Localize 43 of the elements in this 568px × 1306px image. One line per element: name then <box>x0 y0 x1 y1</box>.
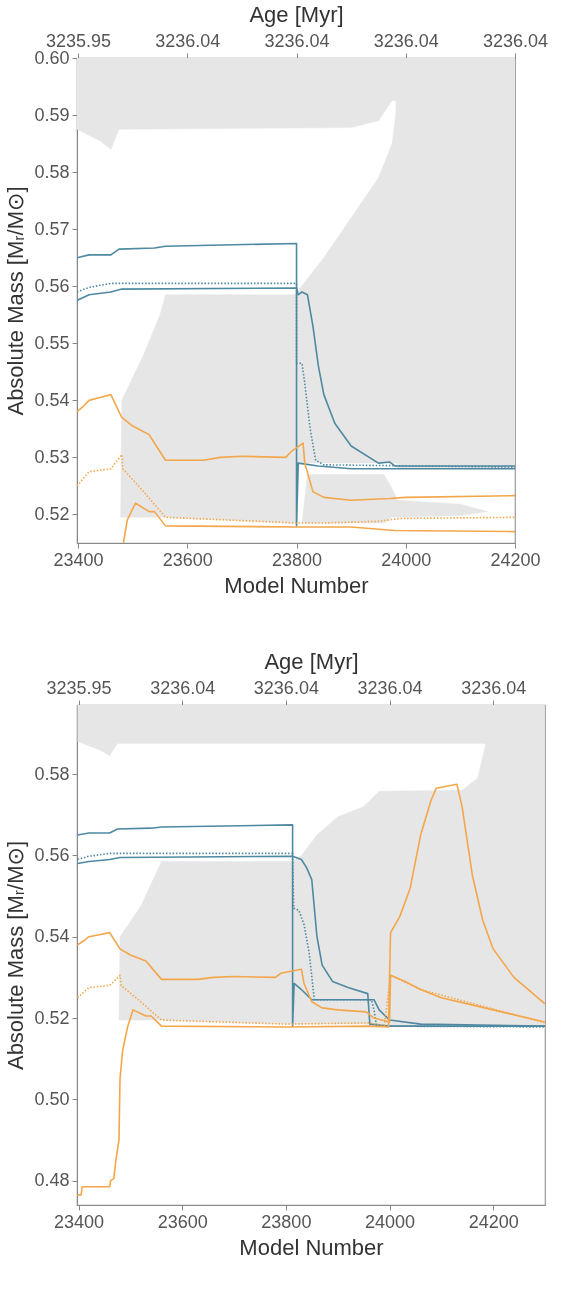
y-tick-label: 0.53 <box>34 446 70 467</box>
text: 3236.04 <box>461 677 527 698</box>
x-axis-title: Model Number <box>224 572 369 598</box>
text: 3236.04 <box>482 30 549 51</box>
text: 3236.04 <box>150 677 216 698</box>
y-tick-label: 0.54 <box>34 926 70 947</box>
text: 3236.04 <box>357 677 423 698</box>
y-tick-label: 0.48 <box>34 1170 70 1191</box>
text: 3236.04 <box>155 30 221 51</box>
y-tick-label: 0.58 <box>34 161 70 182</box>
y-tick-label: 0.55 <box>34 332 70 353</box>
x-tick-label: 23600 <box>162 549 213 570</box>
y-tick-label: 0.56 <box>34 844 70 865</box>
text: 3236.04 <box>373 30 439 51</box>
y-tick-label: 0.58 <box>34 763 70 784</box>
x-tick-label: 23400 <box>54 1211 105 1232</box>
x-tick-label: 23800 <box>261 1211 312 1232</box>
x-tick-label: 24200 <box>490 549 541 570</box>
text: 3235.95 <box>46 677 112 698</box>
x-tick-label: 23400 <box>53 549 104 570</box>
y-axis-title: Absolute Mass [Mᵣ/M⊙] <box>3 186 29 416</box>
x-tick-label: 23800 <box>272 549 323 570</box>
x-tick-label: 24000 <box>364 1211 416 1232</box>
x2-axis-title: Age [Myr] <box>249 1 344 27</box>
x-tick-label: 23600 <box>157 1211 208 1232</box>
y-tick-label: 0.52 <box>34 1007 70 1028</box>
y-tick-label: 0.56 <box>34 275 70 296</box>
x-tick-label: 24000 <box>381 549 432 570</box>
x-axis-title: Model Number <box>239 1234 384 1260</box>
y-tick-label: 0.54 <box>34 389 70 410</box>
y-axis-title: Absolute Mass [Mᵣ/M⊙] <box>3 840 29 1071</box>
y-tick-label: 0.50 <box>34 1088 70 1109</box>
y-tick-label: 0.57 <box>34 218 70 239</box>
text: 3236.04 <box>264 30 330 51</box>
x2-axis-title: Age [Myr] <box>264 648 359 674</box>
y-tick-label: 0.59 <box>34 104 70 125</box>
line-series <box>122 502 515 543</box>
line-series <box>77 393 515 502</box>
x-tick-label: 24200 <box>468 1211 519 1232</box>
line-series <box>77 453 515 524</box>
y-tick-label: 0.52 <box>34 503 70 524</box>
text: 3236.04 <box>253 677 319 698</box>
line-series <box>77 783 545 1196</box>
